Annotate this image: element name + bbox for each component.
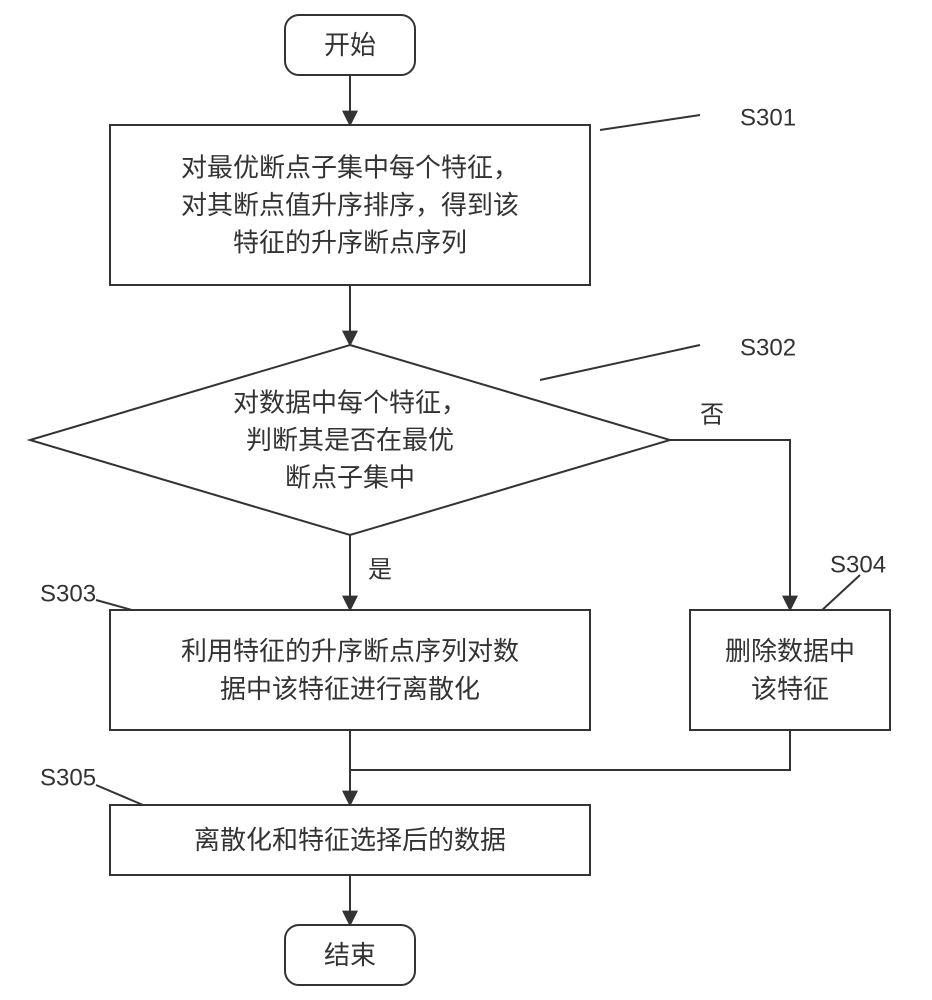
node-end: 结束 bbox=[285, 925, 415, 985]
step-label-S303: S303 bbox=[40, 581, 96, 608]
branch-label-yes: 是 bbox=[368, 557, 392, 584]
node-s301: 对最优断点子集中每个特征， 对其断点值升序排序，得到该特征的升序断点序列 bbox=[110, 125, 590, 285]
node-s303-text-0: 利用特征的升序断点序列对数 bbox=[181, 636, 519, 666]
node-s302-text-2: 断点子集中 bbox=[285, 463, 415, 493]
step-label-S304: S304 bbox=[830, 552, 886, 579]
branch-label-no: 否 bbox=[700, 402, 724, 429]
step-label-S302: S302 bbox=[740, 335, 796, 362]
node-s304-text-0: 删除数据中 bbox=[725, 636, 855, 666]
node-s303-text-1: 据中该特征进行离散化 bbox=[220, 674, 480, 704]
node-s304-text-1: 该特征 bbox=[751, 674, 829, 704]
node-s301-text-0: 对最优断点子集中每个特征， bbox=[181, 152, 519, 182]
node-s302-text-0: 对数据中每个特征， bbox=[233, 387, 467, 417]
edge-s304-merge bbox=[350, 730, 790, 770]
node-s301-text-1: 对其断点值升序排序，得到该 bbox=[181, 190, 519, 220]
node-start-text-0: 开始 bbox=[324, 30, 376, 60]
flowchart-canvas: 开始对最优断点子集中每个特征， 对其断点值升序排序，得到该特征的升序断点序列对数据… bbox=[0, 0, 932, 1000]
leader-S302 bbox=[540, 345, 700, 380]
node-s305: 离散化和特征选择后的数据 bbox=[110, 805, 590, 875]
step-label-S301: S301 bbox=[740, 105, 796, 132]
node-s301-text-2: 特征的升序断点序列 bbox=[233, 228, 467, 258]
node-s305-text-0: 离散化和特征选择后的数据 bbox=[194, 825, 506, 855]
node-start: 开始 bbox=[285, 15, 415, 75]
node-s304: 删除数据中该特征 bbox=[690, 610, 890, 730]
leader-S304 bbox=[820, 575, 860, 612]
edge-s302-s304 bbox=[670, 440, 790, 610]
leader-S301 bbox=[600, 115, 700, 130]
step-label-S305: S305 bbox=[40, 765, 96, 792]
node-end-text-0: 结束 bbox=[324, 940, 376, 970]
node-s302-text-1: 判断其是否在最优 bbox=[246, 425, 454, 455]
node-s303: 利用特征的升序断点序列对数据中该特征进行离散化 bbox=[110, 610, 590, 730]
